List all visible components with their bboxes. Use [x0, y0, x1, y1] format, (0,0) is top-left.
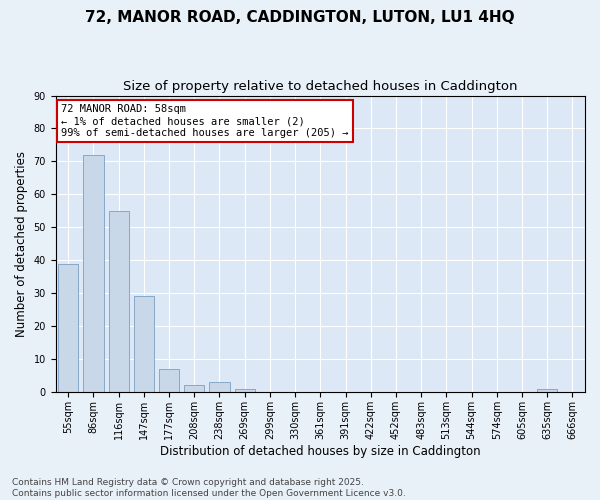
Bar [537, 388, 557, 392]
Text: 72 MANOR ROAD: 58sqm
← 1% of detached houses are smaller (2)
99% of semi-detache: 72 MANOR ROAD: 58sqm ← 1% of detached ho… [61, 104, 349, 138]
Bar [134, 296, 154, 392]
Bar [58, 264, 79, 392]
Y-axis label: Number of detached properties: Number of detached properties [15, 150, 28, 336]
Bar [209, 382, 230, 392]
Title: Size of property relative to detached houses in Caddington: Size of property relative to detached ho… [123, 80, 518, 93]
Bar [159, 369, 179, 392]
X-axis label: Distribution of detached houses by size in Caddington: Distribution of detached houses by size … [160, 444, 481, 458]
Bar [83, 155, 104, 392]
Bar [235, 388, 255, 392]
Bar [184, 386, 205, 392]
Bar [109, 211, 129, 392]
Text: 72, MANOR ROAD, CADDINGTON, LUTON, LU1 4HQ: 72, MANOR ROAD, CADDINGTON, LUTON, LU1 4… [85, 10, 515, 25]
Text: Contains HM Land Registry data © Crown copyright and database right 2025.
Contai: Contains HM Land Registry data © Crown c… [12, 478, 406, 498]
